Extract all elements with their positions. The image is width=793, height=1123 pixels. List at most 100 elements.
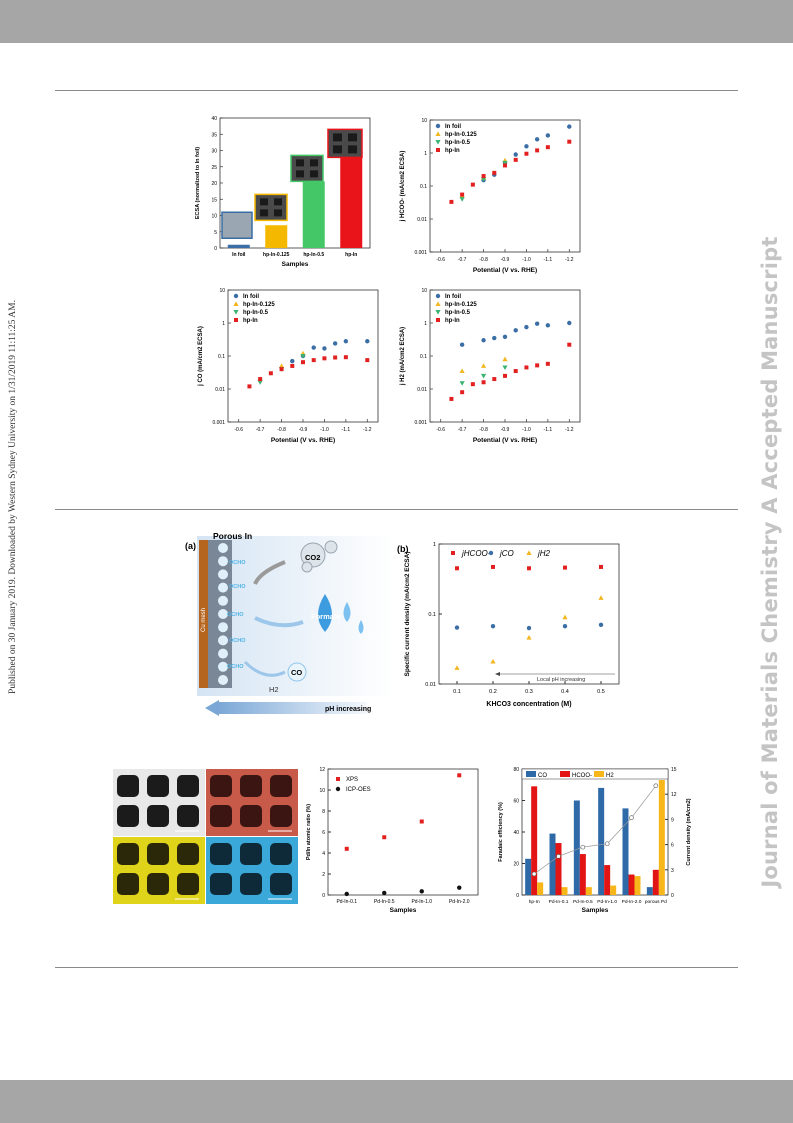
current-density-point bbox=[580, 844, 586, 850]
data-point bbox=[460, 192, 465, 197]
data-point bbox=[524, 151, 529, 156]
x-tick-label: -1.0 bbox=[522, 257, 531, 263]
y2-tick-label: 0 bbox=[671, 893, 674, 899]
y-tick-label: 0 bbox=[516, 893, 519, 899]
sem-pore bbox=[274, 209, 282, 217]
x-tick-label: hp-In bbox=[345, 252, 357, 258]
x-tick-label: -0.8 bbox=[277, 427, 286, 433]
khco3-concentration-chart: (b) 0.01 0.1 1 0.1 0.2 0.3 0.4 0.5 KHCO3 concentr… bbox=[397, 542, 620, 708]
y-tick-label: 1 bbox=[222, 321, 225, 327]
co2-label: CO2 bbox=[305, 553, 320, 562]
sem-pore bbox=[348, 145, 357, 154]
y-tick-label: 80 bbox=[513, 767, 519, 773]
pore-circle bbox=[218, 609, 228, 619]
current-density-point bbox=[629, 815, 634, 821]
fe-bar bbox=[646, 887, 653, 895]
x-tick-label: -0.9 bbox=[501, 427, 510, 433]
x-tick-label: -0.8 bbox=[479, 257, 488, 263]
x-tick-label: Pd-In-0.1 bbox=[336, 899, 357, 905]
y-tick-label: 0.01 bbox=[425, 682, 436, 688]
fe-bar bbox=[525, 858, 532, 895]
y-tick-label: 0 bbox=[322, 893, 325, 899]
y-tick-label: 0 bbox=[214, 246, 217, 252]
ocho-label: OCHO bbox=[227, 612, 244, 618]
pore-group: OCHO OCHO OCHO OCHO OCHO bbox=[218, 543, 246, 685]
x-tick-label: Pd-In-2.0 bbox=[449, 899, 470, 905]
data-point bbox=[257, 380, 263, 385]
data-point bbox=[526, 635, 532, 640]
y-tick-label: 0.01 bbox=[417, 387, 427, 393]
data-point bbox=[535, 363, 540, 368]
legend-entry: hp-In bbox=[243, 318, 258, 324]
eds-pore bbox=[240, 805, 262, 827]
legend-marker bbox=[435, 123, 441, 129]
data-point bbox=[535, 148, 540, 153]
y-tick-label: 4 bbox=[322, 851, 325, 857]
legend-marker bbox=[233, 301, 239, 306]
y-tick-label: 6 bbox=[322, 830, 325, 836]
current-density-point bbox=[653, 783, 659, 789]
data-point bbox=[502, 334, 508, 340]
x-axis-label: KHCO3 concentration (M) bbox=[486, 701, 571, 708]
co-bubble-icon bbox=[287, 662, 307, 682]
y-tick-label: 10 bbox=[319, 788, 325, 794]
data-point bbox=[311, 345, 316, 350]
plot-frame bbox=[521, 768, 669, 896]
legend-entry: hp-In-0.125 bbox=[243, 302, 275, 308]
pore-circle bbox=[218, 595, 228, 606]
x-tick-label: hp-In-0.125 bbox=[263, 252, 290, 258]
eds-pore bbox=[240, 775, 262, 797]
ph-label: pH increasing bbox=[325, 706, 371, 713]
ph-gradient-bar bbox=[217, 702, 367, 714]
formate-arrow-icon bbox=[254, 616, 304, 628]
legend-marker bbox=[435, 131, 441, 136]
y-tick-label: 0.1 bbox=[420, 354, 427, 360]
fe-bar bbox=[604, 865, 611, 895]
sem-pore bbox=[333, 133, 342, 142]
x-tick-label: -0.6 bbox=[436, 427, 445, 433]
data-point bbox=[524, 324, 529, 330]
x-tick-label: Pd-In-0.5 bbox=[573, 899, 593, 905]
data-point bbox=[599, 564, 603, 569]
data-point bbox=[545, 133, 551, 138]
y-tick-label: 0.1 bbox=[420, 184, 427, 190]
data-point bbox=[492, 335, 497, 341]
x-tick-label: In foil bbox=[232, 252, 246, 258]
x-axis-label: Samples bbox=[390, 907, 417, 914]
pore-circle bbox=[218, 675, 228, 685]
co2-bubble-small-icon bbox=[324, 540, 338, 554]
eds-pore bbox=[177, 775, 199, 797]
x-axis-label: Potential (V vs. RHE) bbox=[473, 437, 537, 444]
data-point bbox=[502, 160, 508, 166]
y-tick-label: 40 bbox=[211, 116, 217, 122]
eds-pore bbox=[147, 775, 169, 797]
data-point bbox=[567, 139, 572, 144]
legend-entry: In foil bbox=[243, 294, 259, 300]
x-tick-label: -1.2 bbox=[363, 427, 372, 433]
data-point bbox=[455, 566, 459, 571]
data-point bbox=[481, 338, 486, 343]
sem-pore bbox=[348, 133, 357, 142]
y-tick-label: 15 bbox=[211, 197, 217, 203]
journal-watermark-text: Journal of Materials Chemistry A Accepte… bbox=[758, 236, 782, 888]
co2-bubble-icon bbox=[300, 542, 326, 568]
data-point bbox=[562, 614, 568, 620]
x-tick-label: -0.6 bbox=[436, 257, 445, 263]
data-point bbox=[382, 835, 387, 840]
data-point bbox=[513, 328, 518, 333]
sem-pore bbox=[296, 159, 304, 167]
data-point bbox=[492, 377, 497, 382]
x-tick-label: -0.7 bbox=[458, 427, 467, 433]
co-arrow-icon bbox=[243, 660, 286, 677]
porous-in-scheme: OCHO OCHO OCHO OCHO OCHO (a) Porous In Cu me… bbox=[185, 531, 393, 716]
data-point bbox=[365, 339, 370, 344]
x-tick-label: -1.2 bbox=[565, 427, 574, 433]
data-point bbox=[490, 623, 496, 629]
y-tick-label: 0.001 bbox=[212, 420, 225, 426]
y-tick-label: 0.1 bbox=[428, 612, 436, 618]
data-point bbox=[454, 625, 460, 630]
data-point bbox=[365, 358, 370, 363]
current-density-point bbox=[556, 854, 561, 859]
data-point bbox=[459, 342, 465, 347]
sem-inset-image bbox=[254, 193, 288, 222]
